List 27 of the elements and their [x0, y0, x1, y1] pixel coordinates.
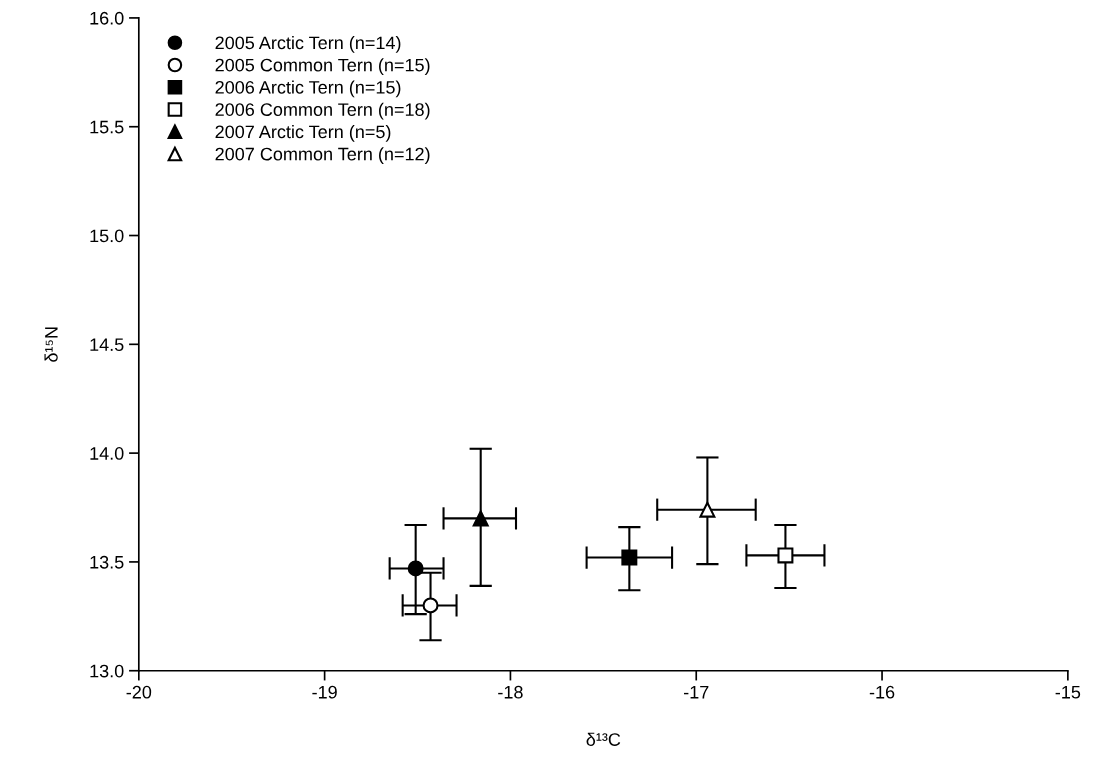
- y-tick-label: 15.0: [90, 229, 124, 243]
- x-tick-label: -19: [312, 685, 337, 699]
- legend-label: 2006 Arctic Tern (n=15): [215, 80, 401, 98]
- y-tick-label: 14.0: [90, 447, 124, 460]
- y-tick-label: 15.5: [90, 120, 124, 134]
- point: [777, 547, 794, 564]
- y-tick-label: 13.5: [90, 555, 124, 569]
- y-tick-label: 16.0: [90, 11, 124, 25]
- x-tick-label: -18: [498, 685, 523, 699]
- point: [699, 501, 716, 518]
- x-tick-label: -15: [1055, 685, 1081, 699]
- point: [422, 597, 439, 614]
- point: [407, 560, 424, 577]
- legend-label: 2005 Arctic Tern (n=14): [215, 35, 401, 53]
- x-tick-label: -20: [126, 685, 152, 699]
- legend-label: 2007 Common Tern (n=12): [215, 147, 430, 165]
- point: [472, 510, 489, 527]
- point: [621, 549, 638, 566]
- legend-label: 2005 Common Tern (n=15): [215, 58, 430, 76]
- y-tick-label: 14.5: [90, 338, 124, 352]
- x-tick-label: -17: [684, 685, 709, 699]
- y-axis-title: δ¹⁵N: [44, 327, 58, 362]
- y-tick-label: 13.0: [90, 664, 124, 678]
- x-axis-title: δ¹³C: [586, 732, 621, 746]
- x-tick-label: -16: [869, 685, 895, 699]
- legend-label: 2007 Arctic Tern (n=5): [215, 124, 391, 142]
- legend-label: 2006 Common Tern (n=18): [215, 102, 430, 120]
